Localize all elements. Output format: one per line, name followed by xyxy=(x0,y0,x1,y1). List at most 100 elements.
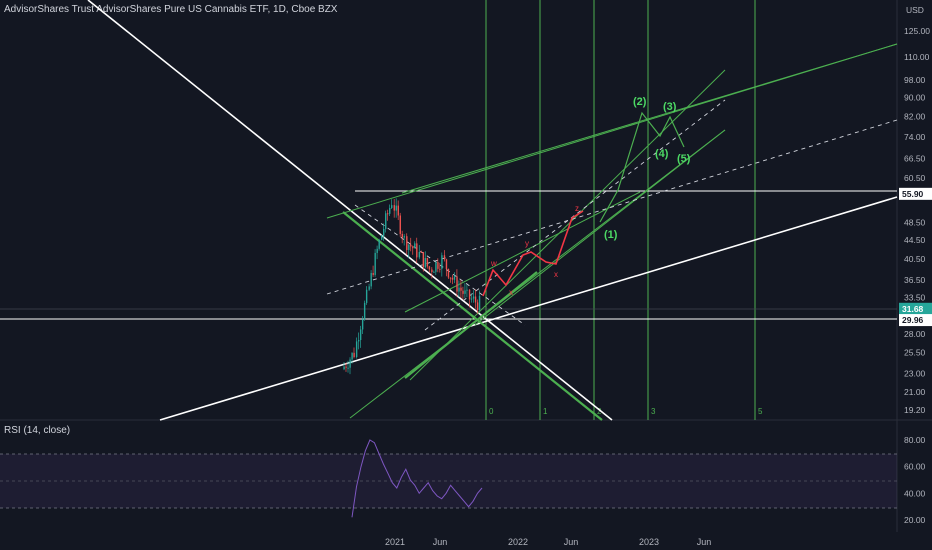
candle-body xyxy=(428,266,431,270)
candles xyxy=(343,198,481,375)
green-bold-lines[interactable] xyxy=(342,211,603,421)
candle-body xyxy=(349,359,351,368)
candle-body xyxy=(414,243,416,249)
currency-label: USD xyxy=(906,5,924,15)
candle-body xyxy=(453,276,456,280)
candle-body xyxy=(474,296,477,303)
candle-body xyxy=(470,298,473,300)
time-tick-label: 2022 xyxy=(508,537,528,547)
rsi-title: RSI (14, close) xyxy=(4,425,71,436)
price-tick-label: 82.00 xyxy=(904,111,926,121)
candle-body xyxy=(420,251,423,253)
green-lower-channel xyxy=(349,129,726,419)
time-tick-label: 2021 xyxy=(385,537,405,547)
wave-label-red: y xyxy=(525,239,529,248)
candle-body xyxy=(441,255,443,269)
candle-body xyxy=(424,257,427,268)
candle-body xyxy=(472,296,475,299)
white-uptrend-line xyxy=(159,196,898,421)
candle-body xyxy=(466,289,468,291)
cycle-number-label: 3 xyxy=(651,407,656,416)
rsi-line xyxy=(351,439,483,518)
candle-body xyxy=(456,276,458,292)
price-tick-label: 33.50 xyxy=(904,292,926,302)
price-tick-label: 44.50 xyxy=(904,235,926,245)
candle-body xyxy=(393,205,395,211)
candle-body xyxy=(383,228,385,236)
candle-body xyxy=(408,244,410,251)
wave-label-red: w xyxy=(490,259,497,268)
candle-body xyxy=(355,341,358,358)
candle-body xyxy=(363,302,366,320)
time-tick-label: Jun xyxy=(697,537,712,547)
candle-body xyxy=(478,295,481,310)
candle-body xyxy=(370,272,372,287)
candle-body xyxy=(447,268,450,278)
wave-label-green: (4) xyxy=(655,148,669,160)
cycle-number-label: 0 xyxy=(489,407,494,416)
candle-body xyxy=(443,255,446,260)
candle-body xyxy=(437,262,439,269)
candle-body xyxy=(462,290,464,294)
price-tick-label: 23.00 xyxy=(904,369,926,379)
price-tag-bg xyxy=(899,187,932,200)
candle-body xyxy=(435,262,437,272)
time-tick-label: Jun xyxy=(564,537,579,547)
candle-body xyxy=(401,233,403,238)
candle-body xyxy=(343,366,345,370)
price-tag[interactable]: 55.90 xyxy=(899,187,932,200)
price-tick-label: 19.20 xyxy=(904,405,926,415)
candle-body xyxy=(431,269,433,272)
candle-body xyxy=(416,243,418,258)
time-tick-label: Jun xyxy=(433,537,448,547)
price-tick-label: 90.00 xyxy=(904,92,926,102)
price-tag-label: 31.68 xyxy=(902,304,924,314)
price-axis: 125.00 110.00 98.00 90.00 82.00 74.00 66.50 60.… xyxy=(904,26,930,415)
dashed-lines[interactable] xyxy=(326,99,898,331)
candle-body xyxy=(387,213,389,215)
price-tag-bg xyxy=(899,314,932,327)
rsi-tick-label: 60.00 xyxy=(904,462,926,472)
price-tick-label: 74.00 xyxy=(904,132,926,142)
price-tag[interactable]: 31.68 xyxy=(899,302,932,315)
price-tick-label: 40.50 xyxy=(904,254,926,264)
price-tick-label: 125.00 xyxy=(904,26,930,36)
wave-label-red: x xyxy=(554,270,558,279)
white-trendlines[interactable] xyxy=(87,0,898,421)
candle-body xyxy=(426,257,429,267)
candle-body xyxy=(385,213,387,229)
candle-body xyxy=(351,352,353,360)
candle-body xyxy=(381,235,383,240)
rsi-tick-label: 40.00 xyxy=(904,488,926,498)
price-tick-label: 110.00 xyxy=(904,52,930,62)
candle-body xyxy=(406,236,408,251)
wave-label-red: x xyxy=(509,288,513,297)
candle-body xyxy=(374,252,376,275)
price-tick-label: 48.50 xyxy=(904,218,926,228)
candle-body xyxy=(397,205,399,216)
candle-body xyxy=(422,252,425,268)
price-tag[interactable]: 29.96 xyxy=(899,314,932,327)
candle-body xyxy=(395,205,397,211)
candle-body xyxy=(359,329,362,340)
cycle-number-label: 2 xyxy=(597,407,602,416)
candle-body xyxy=(347,367,349,369)
candle-body xyxy=(458,287,460,292)
price-tag-label: 55.90 xyxy=(902,189,924,199)
candle-body xyxy=(451,277,454,280)
price-tick-label: 36.50 xyxy=(904,275,926,285)
red-corrective-path[interactable] xyxy=(482,210,584,297)
candle-body xyxy=(391,205,393,208)
wave-label-green: (1) xyxy=(604,229,618,241)
chart-title: AdvisorShares Trust AdvisorShares Pure U… xyxy=(4,4,338,15)
wave-projection-path[interactable] xyxy=(599,111,685,223)
candle-body xyxy=(476,302,479,310)
candle-body xyxy=(365,289,368,303)
price-tag-bg xyxy=(899,302,932,315)
time-cycle-lines[interactable] xyxy=(485,0,756,420)
price-tick-label: 66.50 xyxy=(904,154,926,164)
rsi-band xyxy=(0,454,897,508)
cycle-number-label: 1 xyxy=(543,407,548,416)
